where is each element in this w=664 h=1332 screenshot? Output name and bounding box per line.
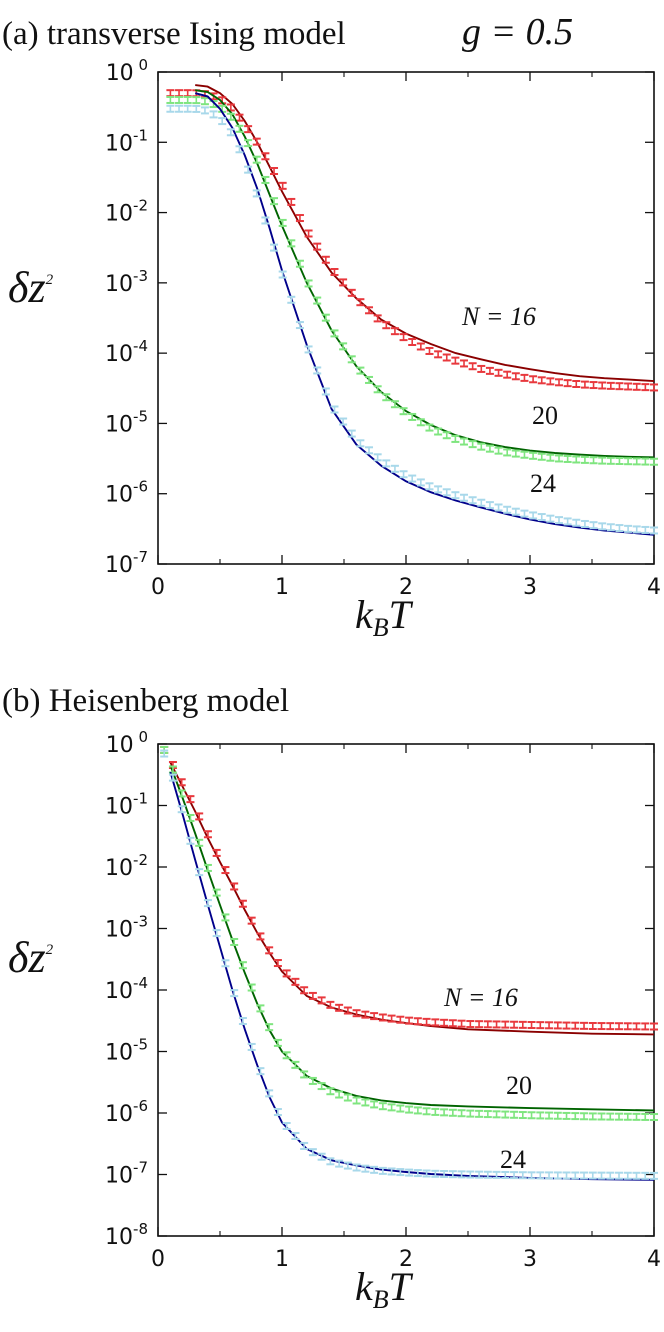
y-tick-label: 10-5: [105, 1036, 148, 1066]
panel-a-parameter: g = 0.5: [462, 11, 573, 53]
theory-curve: [169, 764, 655, 1112]
panel-a-y-ticks: 10 0 10-1 10-2 10-3 10-4 10-5 10-6 10-7: [105, 56, 654, 578]
x-tick-label: 1: [275, 1247, 289, 1272]
x-tick-label: 3: [523, 1247, 537, 1272]
series-simulation-24: [160, 749, 658, 1180]
x-tick-label: 4: [647, 1247, 661, 1272]
series-theory-20: [195, 89, 655, 459]
panel-a-x-ticks: 0 1 2 3 4: [151, 72, 661, 600]
x-tick-label: 1: [275, 575, 289, 600]
y-tick-label: 10-3: [105, 913, 148, 943]
panel-a-title: (a) transverse Ising model: [2, 16, 346, 52]
y-tick-label: 10-8: [105, 1220, 148, 1250]
series-simulation-20: [166, 95, 658, 466]
panel-a-label-n24: 24: [530, 469, 556, 498]
theory-curve: [169, 762, 655, 1036]
panel-b-label-n24: 24: [500, 1145, 526, 1174]
y-tick-label: 10-4: [105, 337, 148, 367]
x-tick-label: 0: [151, 1247, 165, 1272]
y-tick-label: 10-1: [105, 790, 148, 820]
panel-a-label-n20: 20: [532, 401, 558, 430]
series-theory-16: [195, 84, 655, 383]
panel-a: (a) transverse Ising model g = 0.5 0 1 2 3 4…: [2, 11, 661, 642]
y-tick-label: 10-7: [105, 1159, 148, 1189]
y-tick-label: 10-6: [105, 478, 148, 508]
y-tick-label: 10-5: [105, 407, 148, 437]
y-tick-label: 10-7: [105, 548, 148, 578]
y-tick-label: 10-2: [105, 197, 148, 227]
y-tick-label: 10 0: [106, 56, 148, 86]
y-tick-label: 10-6: [105, 1097, 148, 1127]
x-tick-label: 2: [399, 575, 413, 600]
series-simulation-16: [160, 745, 658, 1031]
series-simulation-16: [166, 89, 658, 392]
series-theory-20: [169, 764, 655, 1112]
panel-b-x-ticks: 0 1 2 3 4: [151, 744, 661, 1272]
y-tick-label: 10-4: [105, 974, 148, 1004]
panel-a-y-axis-label: δz2: [8, 263, 54, 312]
series-simulation-24: [166, 104, 658, 535]
y-tick-label: 10-2: [105, 851, 148, 881]
panel-a-label-n16: N = 16: [461, 302, 536, 331]
theory-curve: [195, 89, 655, 459]
theory-curve: [195, 84, 655, 383]
panel-b-label-n20: 20: [506, 1071, 532, 1100]
panel-b-y-ticks: 10 0 10-1 10-2 10-3 10-4 10-5 10-6 10-7 10-8: [105, 728, 654, 1250]
x-tick-label: 3: [523, 575, 537, 600]
x-tick-label: 0: [151, 575, 165, 600]
panel-b-label-n16: N = 16: [443, 983, 518, 1012]
panel-a-x-axis-label: kBT: [355, 592, 414, 642]
x-tick-label: 2: [399, 1247, 413, 1272]
series-simulation-20: [160, 745, 658, 1122]
panel-a-plot-frame: [157, 71, 655, 565]
panel-a-series: [166, 84, 658, 536]
panel-b-x-axis-label: kBT: [355, 1264, 414, 1314]
y-tick-label: 10-1: [105, 126, 148, 156]
panel-b-title: (b) Heisenberg model: [2, 683, 289, 719]
panel-b-series: [160, 745, 658, 1181]
x-tick-label: 4: [647, 575, 661, 600]
y-tick-label: 10 0: [106, 728, 148, 758]
series-theory-16: [169, 762, 655, 1036]
y-tick-label: 10-3: [105, 267, 148, 297]
panel-b-y-axis-label: δz2: [8, 933, 54, 982]
